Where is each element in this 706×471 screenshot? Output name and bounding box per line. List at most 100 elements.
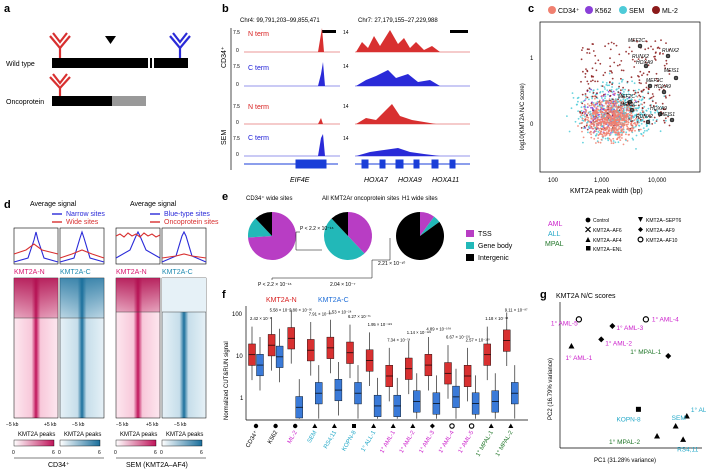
scatter-c-point xyxy=(621,79,624,81)
c-term-label-2: C term xyxy=(248,135,269,142)
scatter-c-highlight xyxy=(629,107,635,113)
e-pval-2: P < 2.2 × 10⁻¹⁶ xyxy=(258,282,292,288)
scatter-c-point xyxy=(582,70,584,73)
scatter-c-point xyxy=(594,62,597,65)
panel-b-label: b xyxy=(222,3,229,15)
f-xlabels: CD34⁺ K562 ML-2 SEM RS4;11 KOPN-8 1° ALL-1 1° A… xyxy=(244,423,515,458)
scatter-c-point xyxy=(620,107,622,110)
scatter-c-point xyxy=(627,93,630,96)
scatter-c-point xyxy=(611,77,614,80)
f-xlabel: K562 xyxy=(267,429,280,445)
scatter-c-point xyxy=(585,68,587,70)
g-xlabel: PC1 (31.28% variance) xyxy=(594,458,656,464)
scatter-c-point xyxy=(617,127,620,129)
scatter-c-point xyxy=(647,47,650,50)
scatter-c-point xyxy=(584,127,587,129)
svg-text:MEF2C: MEF2C xyxy=(628,38,645,44)
d-peaks-1: KMT2A peaks xyxy=(18,432,55,438)
scatter-c-point xyxy=(591,127,593,130)
scatter-c-point xyxy=(641,98,644,100)
scatter-c-point xyxy=(605,128,608,130)
scatter-c-point xyxy=(657,46,660,49)
scatter-c-point xyxy=(655,77,658,80)
scatter-c-point xyxy=(617,128,620,131)
scatter-c-point xyxy=(630,120,633,123)
scatter-c-point xyxy=(632,138,635,141)
scatter-c-point xyxy=(630,118,632,120)
scatter-c-point xyxy=(603,114,605,116)
scatter-c-point xyxy=(600,120,602,123)
f-pvalue: 9.11 × 10⁻⁸⁷ xyxy=(505,307,528,312)
scatter-c-point xyxy=(599,127,602,130)
scatter-c-point xyxy=(650,45,652,48)
scatter-c-point xyxy=(639,111,642,114)
scatter-c-point xyxy=(600,115,603,118)
scatter-c-point xyxy=(590,106,592,109)
scatter-c-point xyxy=(622,119,625,122)
scatter-c-point xyxy=(616,132,618,134)
scatter-c-point xyxy=(610,41,613,44)
scatter-c-point xyxy=(627,90,630,93)
scatter-c-point xyxy=(622,69,625,72)
scatter-c-point xyxy=(646,124,648,127)
scatter-c-point xyxy=(656,109,658,112)
svg-text:KMT2A–AF6: KMT2A–AF6 xyxy=(593,228,622,234)
scatter-c-point xyxy=(615,110,618,112)
scatter-c-point xyxy=(603,126,606,129)
scatter-c-point xyxy=(587,116,590,119)
scatter-c-point xyxy=(601,134,604,136)
scatter-c-point xyxy=(641,103,644,106)
svg-text:Narrow sites: Narrow sites xyxy=(66,211,105,218)
scatter-c-point xyxy=(660,39,662,42)
scatter-c-point xyxy=(603,86,606,89)
scatter-c-point xyxy=(599,111,602,113)
scatter-c-point xyxy=(623,91,625,93)
pie-slice xyxy=(348,212,373,254)
scatter-c-point xyxy=(610,70,613,73)
scatter-c-point xyxy=(631,94,633,96)
f-pvalues: 2.42 × 10⁻⁶ 5.58 × 10⁻⁵2.80 × 10⁻³⁵7.91 ×… xyxy=(250,307,528,342)
scatter-c-point xyxy=(609,139,612,141)
pca-label: KOPN-8 xyxy=(616,416,641,423)
scatter-c-point xyxy=(594,54,597,57)
svg-text:KMT2A–AF10: KMT2A–AF10 xyxy=(646,238,678,244)
pca-point xyxy=(598,336,605,343)
panel-e-label: e xyxy=(222,191,228,203)
f-c-label: KMT2A-C xyxy=(318,297,349,304)
scatter-c-point xyxy=(620,89,622,92)
scatter-c-point xyxy=(649,110,652,113)
f-marker xyxy=(312,423,318,428)
scatter-c-point xyxy=(631,50,633,53)
svg-text:MEF2C: MEF2C xyxy=(618,94,635,100)
scatter-c-point xyxy=(643,88,645,91)
svg-text:7.5: 7.5 xyxy=(233,104,240,110)
pie-slice xyxy=(248,218,272,238)
scatter-c-point xyxy=(614,133,617,136)
pca-point xyxy=(635,406,641,412)
row-label-cd34: CD34⁺ xyxy=(221,46,228,68)
scatter-c-point xyxy=(635,116,638,118)
scatter-c-point xyxy=(620,122,623,124)
pca-label: 1° AML-2 xyxy=(605,339,632,347)
scatter-c-point xyxy=(622,127,625,129)
scatter-c-point xyxy=(587,119,590,122)
scatter-c-point xyxy=(586,52,588,54)
scatter-c-point xyxy=(584,120,586,122)
scatter-c-point xyxy=(608,98,611,100)
scatter-c-point xyxy=(604,137,607,140)
scatter-c-point xyxy=(594,110,596,112)
scatter-c-point xyxy=(621,89,624,91)
scatter-c-point xyxy=(601,135,604,138)
scatter-c-point xyxy=(618,100,621,103)
f-xlabel: 1° ALL-1 xyxy=(361,429,378,453)
scatter-c-point xyxy=(668,73,671,75)
scatter-c-point xyxy=(599,141,602,144)
scatter-c-point xyxy=(621,137,623,139)
f-xlabel: 1° AML-4 xyxy=(438,429,456,454)
scatter-c-point xyxy=(592,113,594,116)
scatter-c-point xyxy=(602,81,604,84)
scatter-c-point xyxy=(581,47,584,49)
scatter-c-point xyxy=(660,86,663,89)
scatter-c-point xyxy=(638,98,641,101)
f-xlabel: CD34⁺ xyxy=(244,430,259,450)
